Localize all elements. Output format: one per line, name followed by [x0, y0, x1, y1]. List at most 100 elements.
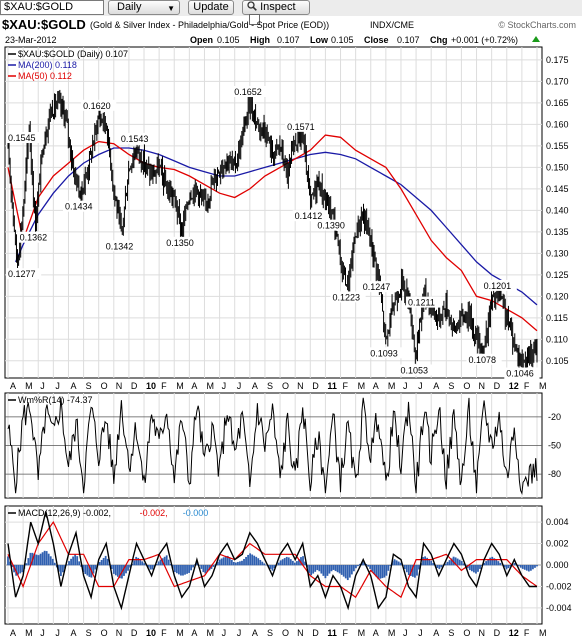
- macd-histogram-bar: [51, 558, 54, 566]
- macd-histogram-bar: [436, 565, 439, 568]
- price-annotation-label: 0.1620: [83, 101, 111, 111]
- price-annotation-label: 0.1543: [121, 134, 149, 144]
- macd-histogram-bar: [399, 562, 402, 566]
- macd-histogram-bar: [35, 554, 38, 566]
- macd-histogram-bar: [261, 561, 264, 566]
- symbol-input[interactable]: [0, 0, 104, 15]
- macd-histogram-bar: [503, 565, 506, 568]
- macd-histogram-bar: [430, 560, 433, 566]
- macd-histogram-bar: [92, 565, 95, 574]
- macd-histogram-bar: [47, 553, 50, 566]
- macd-histogram-bar: [182, 565, 184, 576]
- macd-histogram-bar: [513, 563, 516, 566]
- x-axis-tick-label: F: [343, 381, 349, 391]
- macd-histogram-bar: [450, 558, 453, 566]
- x-axis-tick-label: J: [418, 381, 423, 391]
- macd-histogram-bar: [407, 565, 410, 576]
- macd-histogram-bar: [139, 559, 142, 566]
- period-select[interactable]: Daily ▼: [108, 0, 180, 15]
- macd-histogram-bar: [403, 565, 406, 570]
- macd-histogram-bar: [273, 565, 276, 569]
- macd-histogram-bar: [287, 557, 290, 566]
- ohlc-row: Open 0.105 High 0.107 Low 0.105 Close 0.107 Chg +…: [190, 35, 540, 45]
- macd-histogram-bar: [489, 557, 492, 566]
- x-axis-tick-label: O: [282, 381, 289, 391]
- macd-histogram-bar: [269, 565, 272, 569]
- x-axis-tick-label: 12: [509, 381, 519, 391]
- macd-histogram-bar: [473, 565, 475, 573]
- macd-histogram-bar: [49, 556, 52, 566]
- inspect-checkbox[interactable]: [249, 14, 260, 25]
- x-axis-tick-label: A: [191, 381, 197, 391]
- annotation-box: [118, 132, 155, 144]
- x-axis-tick-label: J: [40, 381, 45, 391]
- macd-histogram-bar: [532, 565, 534, 570]
- macd-histogram-bar: [241, 560, 243, 566]
- macd-histogram-bar: [296, 561, 298, 566]
- macd-histogram-bar: [283, 558, 286, 566]
- macd-histogram-bar: [173, 565, 176, 573]
- macd-histogram-bar: [285, 556, 288, 566]
- x-axis-tick-label: J: [403, 381, 408, 391]
- macd-histogram-bar: [190, 565, 193, 571]
- price-annotation-label: 0.1093: [370, 348, 398, 358]
- annotation-box: [103, 240, 139, 252]
- macd-histogram-bar: [322, 565, 325, 576]
- inspect-button[interactable]: Inspect: [242, 0, 310, 25]
- x-axis-tick-label: 10: [146, 628, 156, 638]
- macd-histogram-bar: [357, 565, 359, 567]
- macd-histogram-bar: [405, 565, 408, 573]
- macd-histogram-bar: [29, 552, 32, 566]
- macd-histogram-bar: [363, 561, 365, 566]
- macd-histogram-bar: [416, 565, 418, 576]
- macd-histogram-bar: [123, 565, 125, 576]
- price-y-tick-label: 0.140: [546, 205, 569, 215]
- macd-histogram-bar: [110, 565, 113, 569]
- macd-histogram-bar: [409, 565, 412, 576]
- macd-histogram-bar: [422, 557, 424, 566]
- macd-histogram-bar: [342, 565, 345, 577]
- macd-histogram-bar: [224, 556, 227, 566]
- macd-histogram-bar: [253, 555, 256, 566]
- macd-histogram-bar: [45, 551, 48, 566]
- macd-histogram-bar: [210, 565, 213, 569]
- macd-histogram-bar: [438, 565, 441, 570]
- annotation-box: [17, 231, 53, 243]
- macd-histogram-bar: [204, 565, 207, 574]
- macd-histogram-bar: [523, 565, 526, 570]
- macd-histogram-bar: [196, 562, 199, 566]
- macd-histogram-bar: [60, 565, 62, 577]
- macd-histogram-bar: [428, 559, 431, 566]
- x-axis-tick-label: M: [176, 628, 184, 638]
- annotation-box: [6, 268, 42, 280]
- price-y-tick-label: 0.105: [546, 356, 569, 366]
- macd-histogram-bar: [200, 565, 203, 569]
- x-axis-tick-label: S: [267, 381, 273, 391]
- x-axis-tick-label: F: [524, 628, 530, 638]
- x-axis-tick-label: F: [161, 381, 167, 391]
- x-axis-tick-label: J: [237, 381, 242, 391]
- update-button[interactable]: Update: [188, 0, 234, 15]
- williams-y-tick-label: -80: [548, 469, 561, 479]
- macd-histogram-bar: [212, 565, 215, 567]
- macd-histogram-bar: [379, 565, 382, 579]
- ohlc-label-open: Open: [190, 35, 213, 45]
- macd-legend-entry: -0.002,: [140, 508, 168, 518]
- price-annotation-label: 0.1412: [295, 211, 323, 221]
- watermark: © StockCharts.com: [498, 20, 576, 30]
- x-axis-tick-label: M: [539, 381, 547, 391]
- annotation-box: [398, 364, 434, 376]
- macd-histogram-bar: [57, 565, 60, 572]
- ma50-line: [7, 134, 538, 332]
- price-annotation-label: 0.1362: [20, 233, 48, 243]
- ohlc-value-open: 0.105: [217, 35, 240, 45]
- macd-histogram-bar: [277, 562, 280, 566]
- macd-histogram-bar: [517, 565, 520, 567]
- macd-histogram-bar: [76, 556, 79, 566]
- x-axis-tick-label: J: [222, 381, 227, 391]
- magnifier-icon: [247, 1, 257, 11]
- x-axis-tick-label: S: [267, 628, 273, 638]
- x-axis-tick-label: J: [237, 628, 242, 638]
- price-y-tick-label: 0.165: [546, 98, 569, 108]
- x-axis-tick-label: 12: [509, 628, 519, 638]
